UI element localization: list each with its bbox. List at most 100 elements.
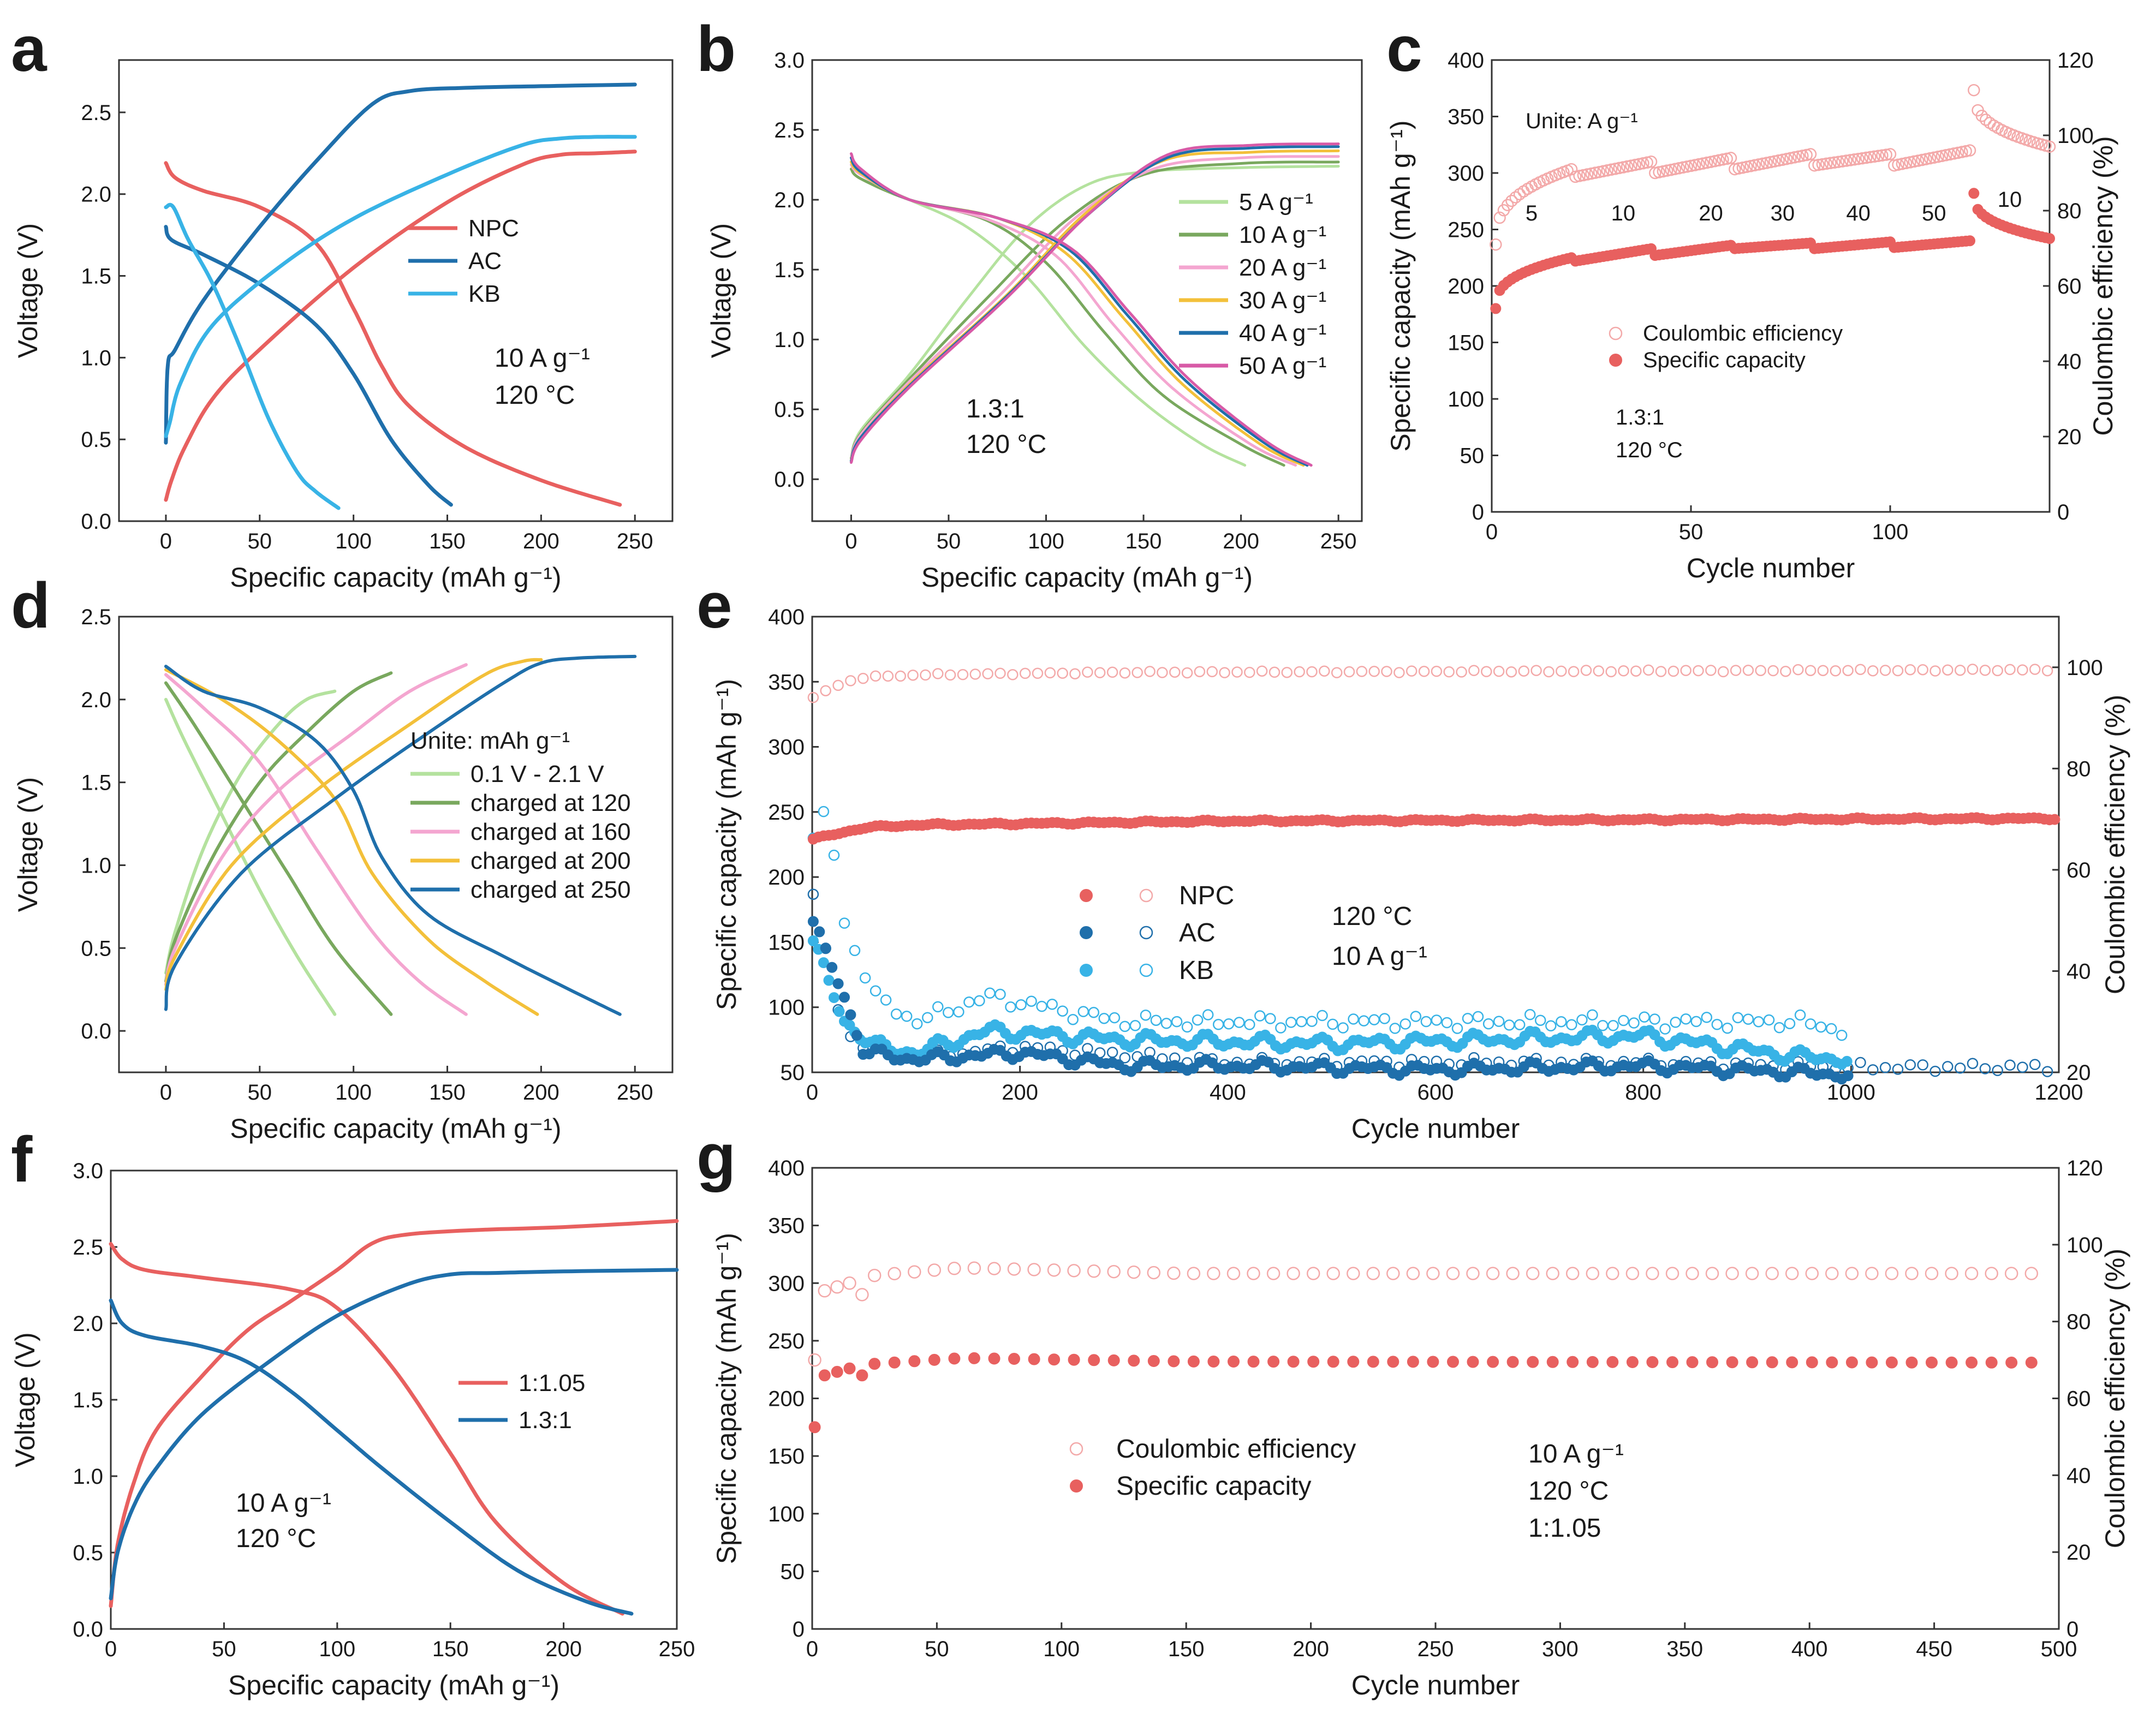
y2-tick-label: 80 xyxy=(2066,757,2091,781)
y-tick-label: 2.0 xyxy=(73,1312,103,1336)
ce-point xyxy=(1856,152,1869,165)
ac-ce-point xyxy=(1904,1059,1916,1071)
annotation-temperature: 120 °C xyxy=(495,381,575,410)
panel-label: b xyxy=(696,13,736,85)
ce-point xyxy=(1187,1267,1201,1280)
npc-ce-point xyxy=(832,679,844,691)
kb-ce-point xyxy=(1337,1022,1349,1034)
y-tick-label: 1.5 xyxy=(81,265,111,289)
npc-ce-point xyxy=(1493,665,1505,677)
ce-point xyxy=(1406,1267,1420,1280)
x-tick-label: 50 xyxy=(212,1637,236,1661)
discharge-curve-1 xyxy=(849,168,1247,467)
ce-point xyxy=(1956,146,1968,158)
ce-point xyxy=(1885,1267,1899,1280)
x-tick-label: 250 xyxy=(617,529,653,553)
ce-point xyxy=(1764,156,1777,169)
npc-ce-point xyxy=(1319,665,1330,677)
npc-ce-point xyxy=(1568,666,1580,677)
panel-label: c xyxy=(1386,13,1422,85)
panel-b: 0 50 100 150 200 250 0.0 0.5 1.0 1.5 2.0 2.5 3.0 Spec… xyxy=(696,13,1363,593)
npc-ce-point xyxy=(1655,666,1667,677)
npc-ce-point xyxy=(1169,666,1181,678)
ce-point xyxy=(1812,158,1825,171)
ce-point xyxy=(1645,156,1658,168)
ce-point xyxy=(1708,154,1722,168)
kb-ce-point xyxy=(1545,1020,1557,1032)
ce-point xyxy=(1765,1267,1779,1280)
y-tick-label: 300 xyxy=(768,1272,805,1296)
ce-point xyxy=(1306,1267,1320,1280)
ce-point xyxy=(1968,83,1980,97)
ce-point xyxy=(1047,1263,1061,1277)
kb-ce-point xyxy=(1503,1019,1515,1031)
x-tick-label: 200 xyxy=(523,529,559,553)
panel-label: g xyxy=(696,1121,736,1193)
y-tick-label: 400 xyxy=(768,605,805,629)
npc-ce-point xyxy=(1593,665,1605,677)
annotation-temperature: 120 °C xyxy=(1616,438,1683,462)
x-tick-label: 100 xyxy=(1028,529,1064,553)
x-tick-label: 250 xyxy=(1418,1637,1454,1661)
ce-point xyxy=(1486,1267,1500,1280)
plot-frame xyxy=(118,59,674,522)
ce-point xyxy=(1493,211,1506,224)
kb-ce-point xyxy=(1285,1017,1297,1028)
y-tick-label: 100 xyxy=(1448,387,1484,411)
annotation-ratio: 1.3:1 xyxy=(966,395,1025,423)
y-tick-label: 350 xyxy=(1448,105,1484,129)
ac-capacity-point xyxy=(1649,1059,1660,1070)
y-tick-label: 0.0 xyxy=(774,468,805,492)
ce-point xyxy=(2004,1267,2018,1280)
ce-point xyxy=(843,1276,856,1290)
kb-ce-point xyxy=(1587,1009,1598,1020)
npc-ce-point xyxy=(1929,665,1941,677)
ce-point xyxy=(867,1268,882,1282)
npc-ce-point xyxy=(1543,666,1555,678)
npc-ce-point xyxy=(1281,666,1293,678)
capacity-point xyxy=(948,1352,961,1365)
kb-ce-point xyxy=(1026,995,1037,1007)
capacity-point xyxy=(1028,1353,1040,1365)
panel-label: f xyxy=(11,1124,33,1196)
kb-ce-point xyxy=(1254,1010,1266,1022)
kb-ce-point xyxy=(1804,1018,1816,1030)
y-tick-label: 150 xyxy=(1448,331,1484,355)
unite-label: Unite: mAh g⁻¹ xyxy=(410,727,570,754)
capacity-point xyxy=(1686,1356,1699,1369)
plot-frame xyxy=(811,1167,2060,1630)
kb-ce-point xyxy=(901,1011,913,1022)
kb-ce-point xyxy=(1534,1014,1546,1026)
kb-ce-point xyxy=(953,1006,964,1018)
kb-ce-point xyxy=(1368,1014,1380,1025)
y-tick-label: 0.5 xyxy=(73,1541,103,1565)
capacity-point xyxy=(1546,1356,1559,1368)
y-tick-label: 100 xyxy=(768,996,805,1020)
y2-tick-label: 80 xyxy=(2057,199,2082,223)
npc-ce-point xyxy=(1007,669,1019,681)
ce-point xyxy=(1526,1267,1540,1280)
plot-frame xyxy=(118,616,674,1073)
kb-ce-point xyxy=(1389,1023,1401,1034)
ce-point xyxy=(1700,156,1713,169)
kb-ce-point xyxy=(963,996,975,1008)
ce-point xyxy=(1605,163,1618,176)
npc-ce-point xyxy=(1294,666,1305,678)
ac-ce-point xyxy=(1917,1059,1928,1071)
ce-point xyxy=(1724,152,1737,164)
curve-1-3-1-charge xyxy=(109,1268,679,1601)
kb-ce-point xyxy=(1784,1018,1796,1029)
capacity-point xyxy=(856,1369,868,1382)
kb-ce-point xyxy=(1202,1009,1214,1020)
kb-ce-point xyxy=(1763,1014,1775,1026)
ce-point xyxy=(1808,159,1821,172)
ce-point xyxy=(1505,194,1518,207)
y-tick-label: 200 xyxy=(768,866,805,890)
charge-curve-3 xyxy=(164,663,468,987)
kb-ce-point xyxy=(1410,1011,1422,1022)
npc-ce-point xyxy=(1131,667,1143,678)
kb-ce-point xyxy=(1566,1019,1577,1031)
y-axis-label: Specific capacity (mAh g⁻¹) xyxy=(711,679,742,1010)
capacity-point xyxy=(1487,1356,1499,1368)
charge-curve-3 xyxy=(849,155,1340,461)
